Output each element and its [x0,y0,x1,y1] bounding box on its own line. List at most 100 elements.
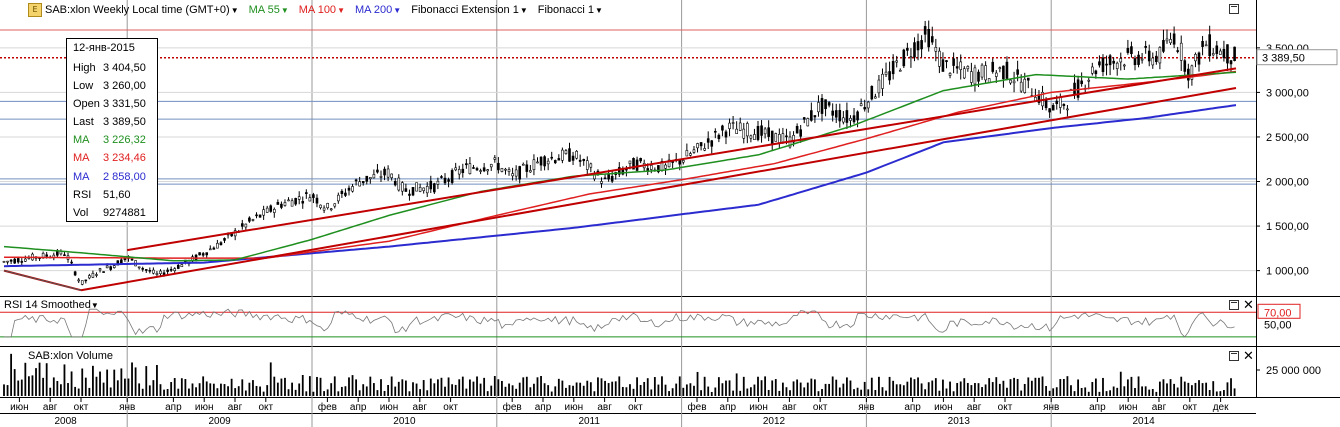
rsi-title-label: RSI 14 Smoothed [4,299,91,311]
candle-body [984,65,987,81]
info-key: Vol [73,206,89,219]
candle-body [148,269,152,272]
maximize-price-pane-button[interactable] [1229,4,1239,14]
month-label: фев [687,401,706,413]
volume-bar [1080,387,1083,396]
volume-bar [970,385,973,396]
volume-bar [646,378,649,396]
volume-bar [404,380,407,396]
candle-body [881,73,884,89]
volume-bar [1183,381,1186,396]
candle-body [16,258,20,263]
volume-bar [838,387,841,396]
candle-body [1094,70,1098,75]
volume-bar [817,391,820,396]
symbol-menu[interactable]: SAB:xlon Weekly Local time (GMT+0)▼ [45,4,239,16]
volume-bar [910,377,912,396]
volume-bar [863,381,866,396]
volume-bar [870,377,873,396]
candle-body [728,122,731,129]
candle-body [1101,57,1105,72]
candle-body [930,36,934,43]
volume-bar [508,383,510,396]
last-price-badge [1256,49,1338,66]
ma100-menu[interactable]: MA 100▼ [299,4,345,16]
close-rsi-pane-icon[interactable]: ✕ [1243,298,1254,313]
volume-bar [344,386,347,396]
candle-body [852,115,856,123]
volume-bar [163,389,165,396]
fib-extension-menu[interactable]: Fibonacci Extension 1▼ [411,4,528,16]
volume-bar [56,380,59,396]
candle-body [994,72,998,77]
ma55-menu[interactable]: MA 55▼ [249,4,289,16]
maximize-volume-pane-button[interactable] [1229,351,1239,361]
maximize-rsi-pane-button[interactable] [1229,300,1239,310]
candle-body [1091,66,1094,74]
volume-bar [942,379,944,396]
info-row-open: Open 3 331,50 [73,95,157,113]
fibonacci-menu[interactable]: Fibonacci 1▼ [538,4,603,16]
candle-body [639,157,642,162]
candle-body [84,279,88,282]
volume-bar [725,380,727,396]
candle-body [1048,108,1051,113]
candle-body [45,254,48,257]
volume-bar [1109,390,1111,396]
volume-bar [49,387,52,396]
month-label: янв [1043,402,1059,413]
candle-body [198,252,201,256]
candle-body [756,125,760,140]
volume-bar [248,382,251,396]
candle-body [518,166,522,180]
candle-body [774,133,778,142]
volume-bar [952,391,955,396]
volume-bar [301,374,304,396]
month-label: апр [535,402,552,413]
candle-body [273,209,276,213]
candle-body [763,128,767,135]
candle-body [1087,79,1091,82]
candle-body [1126,47,1130,53]
volume-bar [1059,379,1062,396]
candle-body [109,266,112,270]
fibonacci-label: Fibonacci 1 [537,4,595,16]
volume-bar [721,383,724,396]
volume-bar [956,383,959,396]
candle-body [1026,77,1030,81]
rsi-pane-title[interactable]: RSI 14 Smoothed▼ [4,299,99,311]
volume-bar [906,381,909,396]
candle-body [952,58,955,66]
candle-body [1226,44,1229,64]
ma200-menu[interactable]: MA 200▼ [355,4,401,16]
volume-bar [1066,376,1069,396]
volume-bar [920,383,923,396]
candle-body [874,96,877,99]
info-date: 12-янв-2015 [73,42,135,54]
candle-body [884,71,888,75]
volume-bar [1212,381,1215,396]
dropdown-arrow-icon: ▼ [90,301,99,310]
candle-body [920,40,923,50]
dropdown-arrow-icon: ▼ [280,6,289,15]
month-label: авг [597,402,612,413]
symbol-icon[interactable]: E [28,3,42,17]
candle-body [379,176,383,178]
volume-bar [1084,387,1087,396]
volume-bar [501,380,503,396]
candle-body [468,163,472,175]
volume-bar [828,383,831,396]
volume-bar [586,380,589,396]
volume-bar [998,383,1001,396]
volume-bar [497,379,500,396]
candle-body [1201,40,1204,47]
candle-body [497,162,500,171]
volume-bar [629,384,631,396]
month-label: авг [228,402,243,413]
volume-bar [227,386,229,396]
volume-bar [522,377,525,396]
close-volume-pane-icon[interactable]: ✕ [1243,349,1254,364]
volume-bar [636,377,638,396]
volume-bar [1102,377,1104,396]
